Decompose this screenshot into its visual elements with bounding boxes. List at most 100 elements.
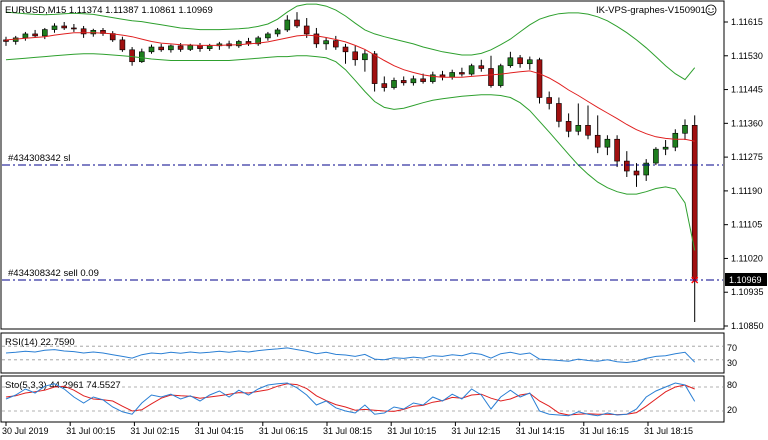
candle [371,51,378,92]
time-tick-label: 31 Jul 18:15 [644,426,693,436]
candle [255,35,261,46]
candle [41,27,48,40]
candle [478,59,485,72]
candle [643,159,650,181]
stoch-plot [2,382,723,417]
candle [80,25,87,38]
candle [352,45,359,66]
candle [148,44,155,54]
bollinger-lower [5,53,696,251]
price-tick-label: 1.11105 [731,220,762,230]
smiley-icon [705,4,717,16]
candle [459,67,465,77]
candle [332,35,339,50]
candle [691,115,698,323]
candle [323,37,329,50]
price-tick-label: 1.10935 [731,287,764,297]
time-tick-label: 30 Jul 2019 [2,426,49,436]
vps-label: IK-VPS-graphes-V150901 [596,5,706,16]
candle [400,76,407,86]
time-tick-label: 31 Jul 02:15 [130,426,179,436]
price-tick-label: 1.11020 [731,253,763,263]
candle [575,103,582,136]
price-tick-label: 1.11445 [731,85,763,95]
candle [623,151,630,177]
candle [362,49,368,72]
candle [71,23,77,32]
candle [294,12,300,28]
bollinger-upper [5,3,696,81]
candle [517,54,523,68]
time-tick-label: 31 Jul 06:15 [259,426,308,436]
candle [265,31,271,41]
candle [604,135,611,156]
price-tick-label: 1.11615 [731,17,763,27]
price-tick-label: 1.10850 [731,321,764,331]
sell-order-label: #434308342 sell 0.09 [8,268,99,279]
candle [391,77,397,90]
candle [236,39,242,48]
candle [51,23,58,33]
candle [429,71,436,84]
candle [526,56,533,70]
candle [585,105,591,140]
candle [303,18,310,38]
symbol-info: EURUSD,M15 1.11374 1.11387 1.10861 1.109… [5,5,213,16]
time-tick-label: 31 Jul 10:15 [387,426,436,436]
candle [614,135,620,168]
rsi-level-30: 30 [727,358,737,368]
time-tick-label: 31 Jul 00:15 [66,426,115,436]
candle [32,29,38,38]
candle [468,63,475,76]
candle [546,91,553,110]
price-tick-label: 1.11275 [731,152,763,162]
candle [168,44,174,53]
candle [158,43,164,52]
rsi-panel[interactable] [0,332,725,374]
candle [565,113,572,138]
candle [497,63,504,88]
stoch-level-80: 80 [727,380,737,390]
time-tick-label: 31 Jul 04:15 [195,426,244,436]
candle [139,48,145,63]
current-price-tag: 1.10969 [725,273,767,286]
rsi-label: RSI(14) 22.7590 [5,337,75,348]
stoch-signal-line [5,383,695,416]
candle [284,15,291,32]
time-tick-label: 31 Jul 16:15 [580,426,629,436]
candle [410,75,417,86]
price-tick-label: 1.11530 [731,51,763,61]
rsi-level-70: 70 [727,343,737,353]
price-tick-label: 1.11190 [731,186,762,196]
candle [662,140,669,156]
candle [556,97,562,128]
candle [536,57,543,104]
rsi-plot [2,345,723,364]
current-price-value: 1.10969 [729,275,762,285]
price-tick-label: 1.11360 [731,118,763,128]
time-tick-label: 31 Jul 08:15 [323,426,372,436]
time-tick-label: 31 Jul 14:15 [516,426,565,436]
time-tick-label: 31 Jul 12:15 [451,426,500,436]
candle [653,147,659,166]
candle [381,76,388,92]
candle [274,27,281,37]
candle [507,51,514,68]
candle [61,22,68,30]
stoch-label: Sto(5,3,3) 44.2961 74.5527 [5,380,121,391]
rsi-line [5,347,696,364]
time-axis: 30 Jul 2019 31 Jul 00:15 31 Jul 02:15 31 Ju… [2,422,693,436]
price-axis: 1.11615 1.11530 1.11445 1.11360 1.11275 1.111… [724,17,764,331]
candle [672,129,679,152]
indicator-overlays [5,3,699,284]
candle [633,163,640,187]
candle [313,27,320,48]
stoch-main-line [5,382,696,417]
candle [594,115,601,154]
moving-average [5,32,695,142]
stoch-level-20: 20 [727,405,737,415]
stop-loss-label: #434308342 sl [8,153,70,164]
candle [682,119,688,141]
candle [488,55,494,88]
